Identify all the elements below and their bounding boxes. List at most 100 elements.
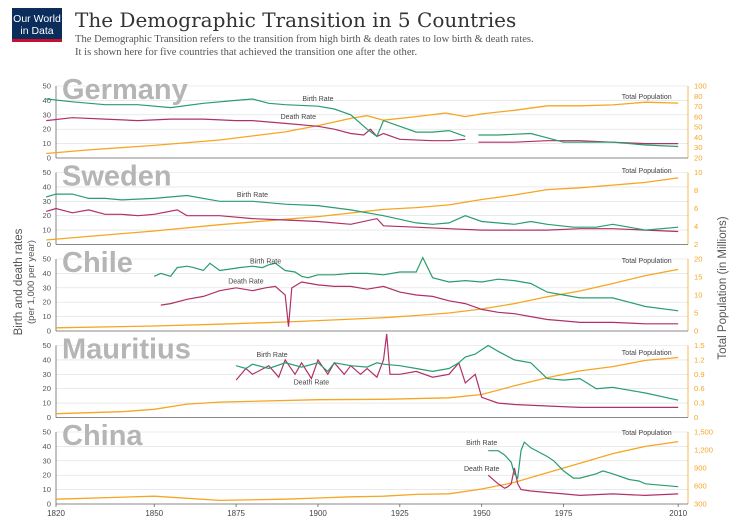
left-tick-label: 0 [47,500,51,509]
left-tick-label: 50 [43,168,51,177]
right-tick-label: 6 [694,204,698,213]
birth-rate-label: Birth Rate [237,192,268,199]
birth-rate-line-chile [153,256,679,312]
left-tick-label: 10 [43,312,51,321]
left-tick-label: 20 [43,471,51,480]
birth-rate-label: Birth Rate [466,440,497,447]
population-line-germany [46,101,679,155]
x-tick-label: 1850 [145,509,163,518]
left-tick-label: 30 [43,283,51,292]
left-tick-label: 50 [43,255,51,264]
subtitle-line1: The Demographic Transition refers to the… [75,34,534,45]
left-tick-label: 0 [47,327,51,336]
country-label-mauritius: Mauritius [62,334,191,366]
page-title: The Demographic Transition in 5 Countrie… [75,8,517,32]
death-rate-label: Death Rate [228,278,264,285]
right-tick-label: 70 [694,102,702,111]
x-tick-label: 1875 [227,509,245,518]
x-tick-label: 1925 [391,509,409,518]
population-line-chile [55,268,679,329]
right-tick-label: 40 [694,133,702,142]
right-tick-label: 600 [694,482,707,491]
death-rate-line-china [487,467,679,497]
birth-rate-line-germany [46,98,679,148]
left-tick-label: 10 [43,139,51,148]
left-tick-label: 10 [43,226,51,235]
population-line-china [55,440,679,502]
birth-rate-line-china [488,441,679,488]
birth-rate-label: Birth Rate [250,258,281,265]
population-label: Total Population [622,350,672,357]
death-rate-label: Death Rate [464,466,500,473]
right-tick-label: 300 [694,500,707,509]
right-tick-label: 0.6 [694,384,705,393]
left-tick-label: 10 [43,399,51,408]
country-label-chile: Chile [62,247,133,279]
right-tick-label: 50 [694,123,702,132]
death-rate-line-germany [46,117,679,145]
x-tick-label: 1950 [473,509,491,518]
population-line-mauritius [55,356,679,415]
logo-line1: Our World [13,13,61,25]
birth-rate-line-mauritius [235,344,679,401]
right-tick-label: 20 [694,255,702,264]
country-label-germany: Germany [62,74,188,106]
panel-chile: 0 10 20 30 40 50 0 5 10 15 20 Chile Birth Rate Death … [43,247,703,336]
logo-line2: in Data [20,25,54,37]
left-tick-label: 40 [43,355,51,364]
death-rate-line-mauritius [235,333,679,408]
country-label-china: China [62,420,143,452]
left-tick-label: 0 [47,240,51,249]
left-tick-label: 20 [43,298,51,307]
left-tick-label: 30 [43,110,51,119]
death-rate-label: Death Rate [294,379,330,386]
right-tick-label: 0 [694,413,698,422]
left-tick-label: 40 [43,269,51,278]
death-rate-line-sweden [46,207,679,233]
right-tick-label: 20 [694,154,702,163]
left-tick-label: 20 [43,125,51,134]
right-tick-label: 0.3 [694,399,705,408]
left-tick-label: 40 [43,182,51,191]
panel-sweden: 0 10 20 30 40 50 2 4 6 8 10 Sweden Birth Rate Total P… [43,161,703,250]
left-tick-label: 0 [47,154,51,163]
left-tick-label: 30 [43,370,51,379]
right-tick-label: 5 [694,309,698,318]
x-tick-label: 1900 [309,509,327,518]
right-tick-label: 1.2 [694,355,705,364]
birth-rate-label: Birth Rate [302,96,333,103]
left-tick-label: 30 [43,456,51,465]
death-rate-line-chile [160,281,679,327]
page-subtitle: The Demographic Transition refers to the… [75,33,725,59]
right-tick-label: 1.5 [694,341,705,350]
population-label: Total Population [622,94,672,101]
left-axis-subtitle: (per 1,000 per year) [26,240,37,324]
population-label: Total Population [622,168,672,175]
population-label: Total Population [622,430,672,437]
right-tick-label: 10 [694,168,702,177]
panel-china: 0 10 20 30 40 50 300 600 900 1,200 1,500 China Birth… [43,420,713,509]
country-label-sweden: Sweden [62,161,172,193]
left-tick-label: 50 [43,428,51,437]
right-tick-label: 60 [694,112,702,121]
death-rate-label: Death Rate [281,114,317,121]
population-label: Total Population [622,258,672,265]
right-tick-label: 100 [694,82,707,91]
left-tick-label: 10 [43,485,51,494]
right-tick-label: 1,500 [694,428,713,437]
right-axis-title: Total Population (in Millions) [717,216,729,359]
right-tick-label: 4 [694,222,698,231]
left-tick-label: 30 [43,197,51,206]
right-tick-label: 8 [694,186,698,195]
population-line-sweden [46,177,679,241]
left-tick-label: 0 [47,413,51,422]
panel-mauritius: 0 10 20 30 40 50 0 0.3 0.6 0.9 1.2 1.5 Mauritius Birt… [43,334,705,423]
left-axis-title: Birth and death rates [13,228,25,335]
left-tick-label: 20 [43,211,51,220]
left-tick-label: 50 [43,341,51,350]
x-tick-label: 2010 [669,509,687,518]
right-tick-label: 30 [694,143,702,152]
right-tick-label: 0 [694,327,698,336]
